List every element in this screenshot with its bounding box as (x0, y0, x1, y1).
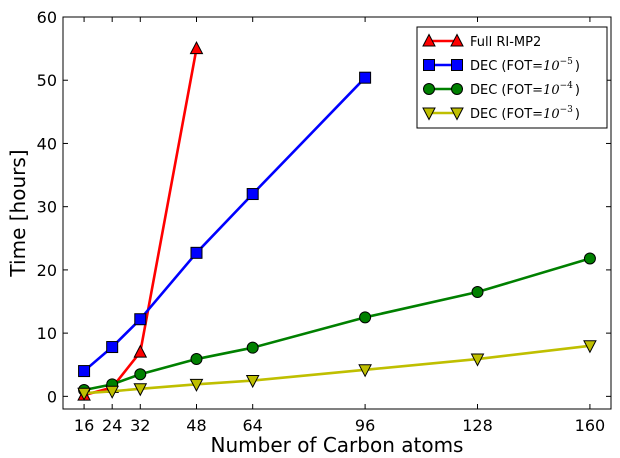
data-point (133, 344, 148, 358)
data-point (246, 188, 259, 201)
y-axis-title: Time [hours] (6, 149, 30, 277)
series-line (83, 257, 591, 392)
legend-marker-end (451, 59, 463, 71)
series-line (83, 344, 591, 395)
y-tick-label: 10 (37, 324, 57, 343)
legend-label: DEC (FOT=10−5) (470, 57, 580, 74)
series-3 (77, 340, 597, 401)
legend-item-2: DEC (FOT=10−4) (423, 81, 580, 98)
data-point (359, 311, 372, 324)
legend-label-part: −3 (560, 105, 574, 115)
x-tick-label: 16 (74, 416, 94, 435)
data-point (77, 387, 91, 401)
legend-item-0: Full RI-MP2 (422, 33, 541, 50)
legend-label: DEC (FOT=10−4) (470, 81, 580, 98)
data-point (134, 368, 147, 381)
data-point (105, 385, 120, 399)
data-point (134, 313, 147, 326)
y-tick-label: 60 (37, 8, 57, 27)
legend-marker-start (423, 59, 435, 71)
x-tick-label: 48 (186, 416, 206, 435)
legend-label-part: ) (575, 107, 580, 122)
legend-label-part: =10 (532, 107, 559, 122)
data-point (189, 41, 204, 55)
data-point (106, 341, 119, 354)
legend-marker-start (422, 33, 436, 47)
data-point (189, 378, 204, 392)
y-tick-label: 30 (37, 198, 57, 217)
legend-label-part: DEC (FOT (470, 83, 532, 98)
plot-frame (62, 16, 612, 410)
legend-label-part: ) (575, 59, 580, 74)
y-tick-label: 40 (37, 134, 57, 153)
legend-label-part: −4 (560, 81, 574, 91)
legend-item-1: DEC (FOT=10−5) (423, 57, 580, 74)
legend-label-part: DEC (FOT (470, 59, 532, 74)
x-tick-label: 24 (102, 416, 122, 435)
data-point (358, 364, 372, 378)
x-tick-label: 64 (243, 416, 263, 435)
legend-box (416, 26, 608, 129)
legend-label-part: Full RI-MP2 (470, 35, 541, 50)
legend-label: Full RI-MP2 (470, 35, 541, 50)
ticks-layer: 16 24 32 48 64 96 128 160 0 10 20 30 40 50 60 (37, 8, 611, 435)
x-tick-label: 32 (130, 416, 150, 435)
series-2 (78, 252, 596, 397)
legend-item-3: DEC (FOT=10−3) (422, 105, 580, 122)
legend-marker-end (451, 83, 463, 95)
data-point (190, 353, 203, 366)
y-tick-label: 20 (37, 261, 57, 280)
y-tick-label: 50 (37, 71, 57, 90)
legend-label: DEC (FOT=10−3) (470, 105, 580, 122)
series-0 (77, 41, 204, 401)
data-point (78, 365, 91, 378)
legend-marker-start (423, 83, 435, 95)
legend-label-part: ) (575, 83, 580, 98)
legend-label-part: =10 (532, 59, 559, 74)
legend-label-part: =10 (532, 83, 559, 98)
x-tick-label: 128 (462, 416, 493, 435)
data-point (583, 252, 596, 265)
legend-marker-start (422, 107, 436, 121)
x-tick-label: 96 (355, 416, 375, 435)
series-layer (77, 41, 597, 401)
data-point (471, 286, 484, 299)
legend-label-part: −5 (560, 57, 574, 67)
legend-label-part: DEC (FOT (470, 107, 532, 122)
x-axis-title: Number of Carbon atoms (211, 433, 464, 457)
data-point (359, 71, 372, 84)
series-1 (78, 71, 372, 378)
y-tick-label: 0 (47, 387, 57, 406)
legend-marker-end (450, 33, 464, 47)
data-point (470, 353, 485, 367)
data-point (245, 375, 260, 389)
data-point (133, 383, 148, 397)
data-point (246, 341, 259, 354)
data-point (583, 340, 597, 354)
legend-marker-end (450, 107, 464, 121)
data-point (190, 246, 203, 259)
series-line (83, 48, 198, 397)
x-tick-label: 160 (575, 416, 606, 435)
series-line (83, 76, 367, 373)
